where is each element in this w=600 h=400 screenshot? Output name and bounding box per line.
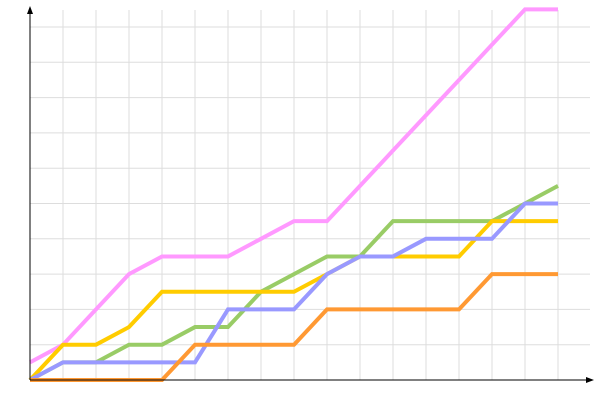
series-line-3 xyxy=(28,219,558,382)
grid xyxy=(30,10,590,380)
x-axis-arrow-icon xyxy=(586,377,594,383)
series-line-1 xyxy=(29,7,558,365)
y-axis-arrow-icon xyxy=(27,6,33,14)
axes xyxy=(27,6,594,383)
series-line-4 xyxy=(29,201,558,382)
series-line-2 xyxy=(29,184,559,382)
